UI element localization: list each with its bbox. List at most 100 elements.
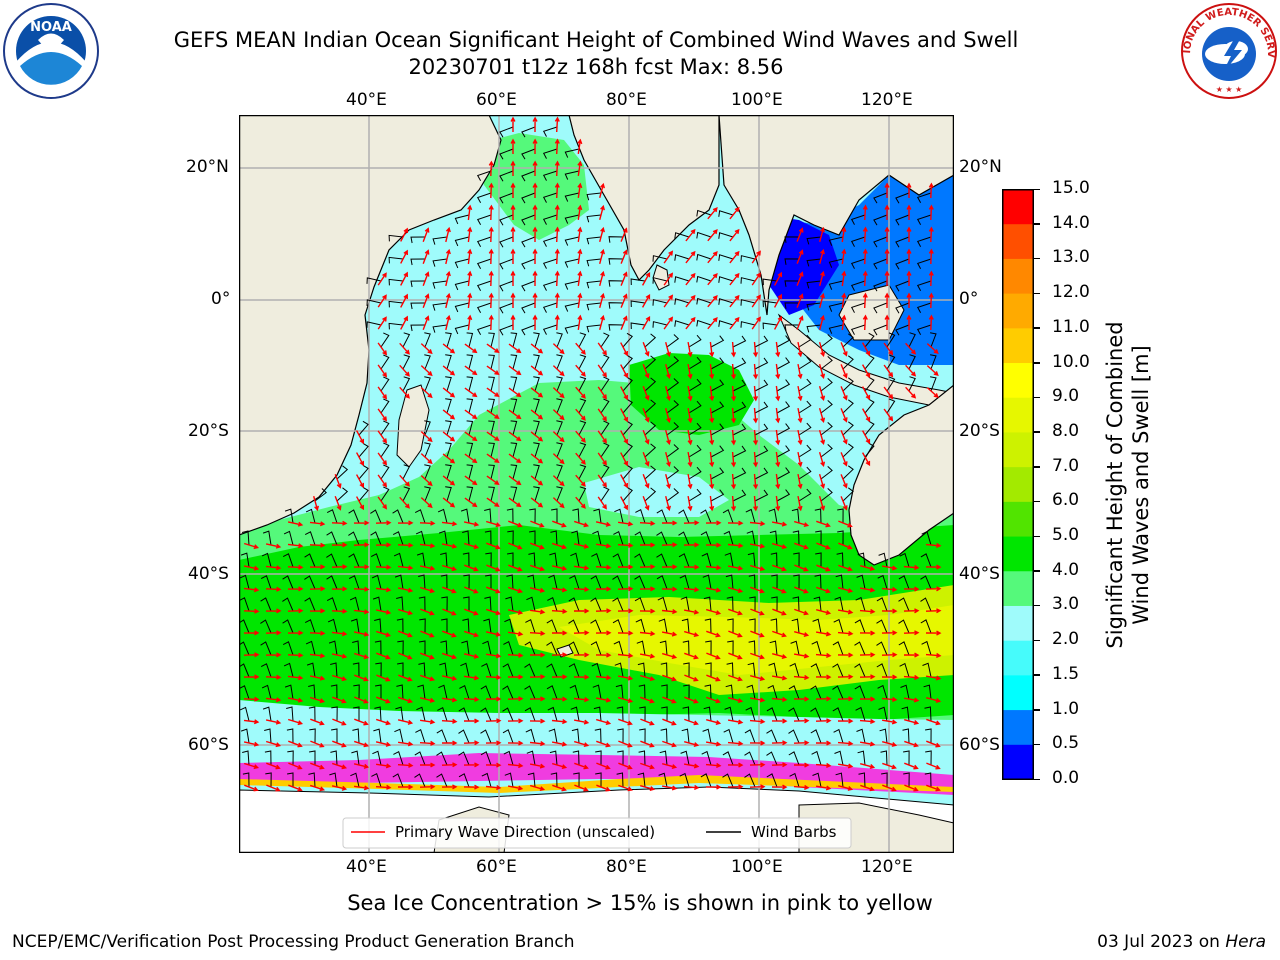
wind-barb bbox=[828, 280, 844, 290]
wind-barb bbox=[476, 236, 492, 248]
wind-barb bbox=[504, 618, 514, 634]
wind-barb bbox=[305, 640, 316, 656]
wave-direction-arrow bbox=[883, 342, 894, 356]
wave-direction-arrow bbox=[815, 740, 832, 746]
wind-barb bbox=[533, 420, 540, 436]
wave-direction-arrow bbox=[797, 473, 803, 490]
wind-barb bbox=[722, 773, 734, 788]
wind-barb bbox=[895, 214, 910, 226]
wave-direction-arrow bbox=[841, 248, 847, 265]
wind-barb bbox=[815, 552, 822, 568]
wind-barb bbox=[463, 574, 470, 590]
wind-barb bbox=[732, 357, 747, 370]
wind-barb bbox=[488, 442, 495, 458]
wind-barb bbox=[370, 531, 382, 546]
wave-direction-arrow bbox=[794, 564, 809, 572]
wind-barb bbox=[722, 751, 734, 766]
wind-barb bbox=[754, 423, 769, 436]
wave-direction-arrow bbox=[815, 718, 832, 724]
wave-direction-arrow bbox=[441, 784, 458, 790]
wind-barb bbox=[815, 530, 822, 546]
wind-barb bbox=[358, 420, 369, 436]
wave-direction-arrow bbox=[797, 495, 803, 512]
wave-direction-arrow bbox=[596, 718, 612, 725]
wind-barb bbox=[696, 297, 712, 305]
colorbar-tick-mark bbox=[1034, 674, 1040, 676]
wind-barb bbox=[445, 464, 452, 480]
wind-barb bbox=[370, 509, 382, 524]
wind-barb bbox=[908, 376, 916, 392]
colorbar-segment bbox=[1002, 258, 1034, 294]
wave-direction-arrow bbox=[859, 587, 876, 593]
wave-direction-arrow bbox=[574, 608, 590, 614]
wave-direction-arrow bbox=[575, 474, 586, 487]
wave-direction-arrow bbox=[838, 520, 853, 528]
wave-direction-arrow bbox=[266, 762, 281, 770]
wind-barb bbox=[438, 530, 448, 546]
wind-barb bbox=[466, 376, 474, 392]
wind-barb bbox=[529, 530, 536, 545]
wave-direction-arrow bbox=[243, 741, 260, 747]
wave-direction-arrow bbox=[641, 315, 651, 330]
wind-barb bbox=[410, 280, 426, 288]
wave-direction-arrow bbox=[837, 696, 854, 702]
wind-barb bbox=[832, 663, 844, 678]
wave-direction-arrow bbox=[441, 697, 458, 703]
wind-barb bbox=[784, 324, 800, 331]
lat-label-left-60s: 60°S bbox=[188, 735, 229, 755]
wave-direction-arrow bbox=[751, 272, 761, 286]
wind-barb bbox=[630, 322, 646, 330]
wind-barb bbox=[380, 354, 390, 370]
wave-direction-arrow bbox=[422, 227, 430, 242]
wave-direction-arrow bbox=[881, 696, 898, 702]
wave-direction-arrow bbox=[467, 226, 473, 243]
wind-barb bbox=[820, 488, 833, 502]
wave-direction-arrow bbox=[508, 564, 523, 572]
wave-direction-arrow bbox=[508, 542, 523, 550]
wind-barb bbox=[550, 772, 558, 788]
wind-barb bbox=[661, 684, 668, 700]
colorbar-segment bbox=[1002, 744, 1034, 780]
wave-direction-arrow bbox=[288, 740, 303, 748]
wind-barb bbox=[705, 662, 712, 678]
wind-barb bbox=[480, 729, 492, 744]
footer-date-text: 03 Jul 2023 on bbox=[1097, 932, 1226, 952]
wave-direction-arrow bbox=[661, 609, 678, 615]
colorbar-tick-label: 4.0 bbox=[1052, 559, 1080, 580]
wave-direction-arrow bbox=[265, 697, 282, 703]
map-legend: Primary Wave Direction (unscaled) Wind B… bbox=[342, 817, 852, 849]
wave-direction-arrow bbox=[353, 785, 370, 791]
wave-direction-arrow bbox=[399, 342, 410, 355]
wave-direction-arrow bbox=[419, 740, 436, 746]
wind-barb bbox=[835, 574, 844, 590]
wind-barb bbox=[593, 508, 602, 524]
colorbar-segment bbox=[1002, 466, 1034, 502]
wave-direction-arrow bbox=[574, 740, 590, 747]
wave-direction-arrow bbox=[510, 204, 516, 220]
wind-barb bbox=[564, 258, 580, 268]
wind-barb bbox=[696, 231, 712, 239]
wave-direction-arrow bbox=[903, 564, 920, 571]
wind-barb bbox=[568, 641, 580, 656]
wave-direction-arrow bbox=[420, 343, 433, 355]
wave-direction-arrow bbox=[599, 204, 605, 220]
wave-direction-arrow bbox=[903, 697, 920, 703]
wind-barb bbox=[380, 420, 390, 436]
wind-barb bbox=[718, 298, 734, 305]
wind-barb bbox=[622, 420, 633, 436]
wind-barb bbox=[350, 618, 360, 634]
wave-direction-arrow bbox=[532, 160, 538, 177]
wind-barb bbox=[704, 618, 712, 634]
wave-direction-arrow bbox=[551, 719, 568, 725]
wave-direction-arrow bbox=[772, 542, 788, 549]
wave-direction-arrow bbox=[508, 343, 522, 354]
wind-barb bbox=[798, 334, 812, 348]
wind-barb bbox=[578, 376, 587, 392]
wave-direction-arrow bbox=[355, 474, 364, 489]
wave-direction-arrow bbox=[420, 387, 433, 399]
wind-barb bbox=[666, 356, 680, 370]
wind-barb bbox=[766, 773, 778, 788]
wave-direction-arrow bbox=[508, 431, 522, 442]
wind-barb bbox=[352, 728, 360, 744]
wind-barb bbox=[542, 258, 558, 269]
